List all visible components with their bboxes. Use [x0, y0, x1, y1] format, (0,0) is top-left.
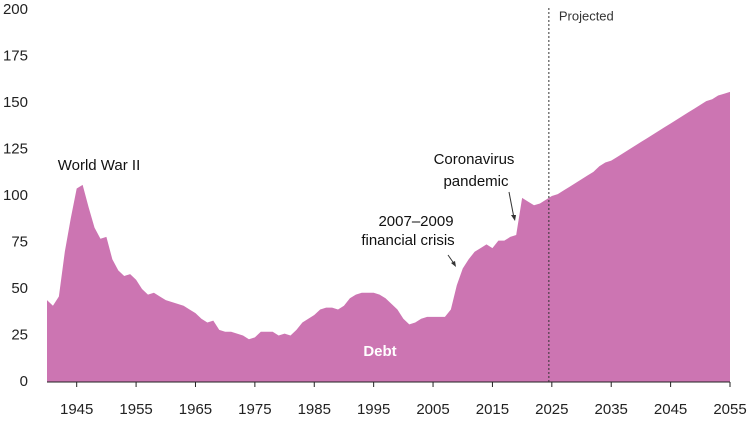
x-tick-label: 2025 — [535, 401, 568, 418]
y-tick-label: 50 — [11, 280, 28, 297]
x-tick-label: 2005 — [416, 401, 449, 418]
annotation: World War II — [58, 157, 141, 174]
area — [47, 91, 730, 382]
arrow-head — [511, 215, 516, 221]
x-tick-label: 2045 — [654, 401, 687, 418]
x-tick-label: 1965 — [179, 401, 212, 418]
x-tick-label: 2015 — [476, 401, 509, 418]
arrow-head — [451, 261, 456, 267]
annotation: financial crisis — [361, 232, 454, 249]
y-tick-label: 100 — [3, 187, 28, 204]
projection-label: Projected — [559, 8, 614, 23]
x-tick-label: 1955 — [119, 401, 152, 418]
annotation: Coronavirus — [434, 151, 515, 168]
y-tick-label: 200 — [3, 1, 28, 18]
x-tick-label: 2055 — [713, 401, 746, 418]
y-tick-label: 0 — [20, 373, 28, 390]
x-tick-label: 1975 — [238, 401, 271, 418]
annotation: 2007–2009 — [378, 213, 453, 230]
overlay: Debt 0 25 50 75 100 125 150 175 200 1945 1955 1965 19… — [3, 1, 747, 418]
x-tick-label: 1945 — [60, 401, 93, 418]
x-tick-label: 1995 — [357, 401, 390, 418]
y-tick-label: 125 — [3, 140, 28, 157]
y-tick-label: 150 — [3, 94, 28, 111]
arrow — [508, 191, 515, 219]
y-tick-label: 75 — [11, 233, 28, 250]
y-tick-label: 175 — [3, 47, 28, 64]
x-tick-label: 2035 — [595, 401, 628, 418]
series-label: Debt — [363, 343, 396, 360]
x-tick-label: 1985 — [298, 401, 331, 418]
annotation: pandemic — [443, 173, 509, 190]
plot — [47, 91, 730, 382]
y-tick-label: 25 — [11, 326, 28, 343]
